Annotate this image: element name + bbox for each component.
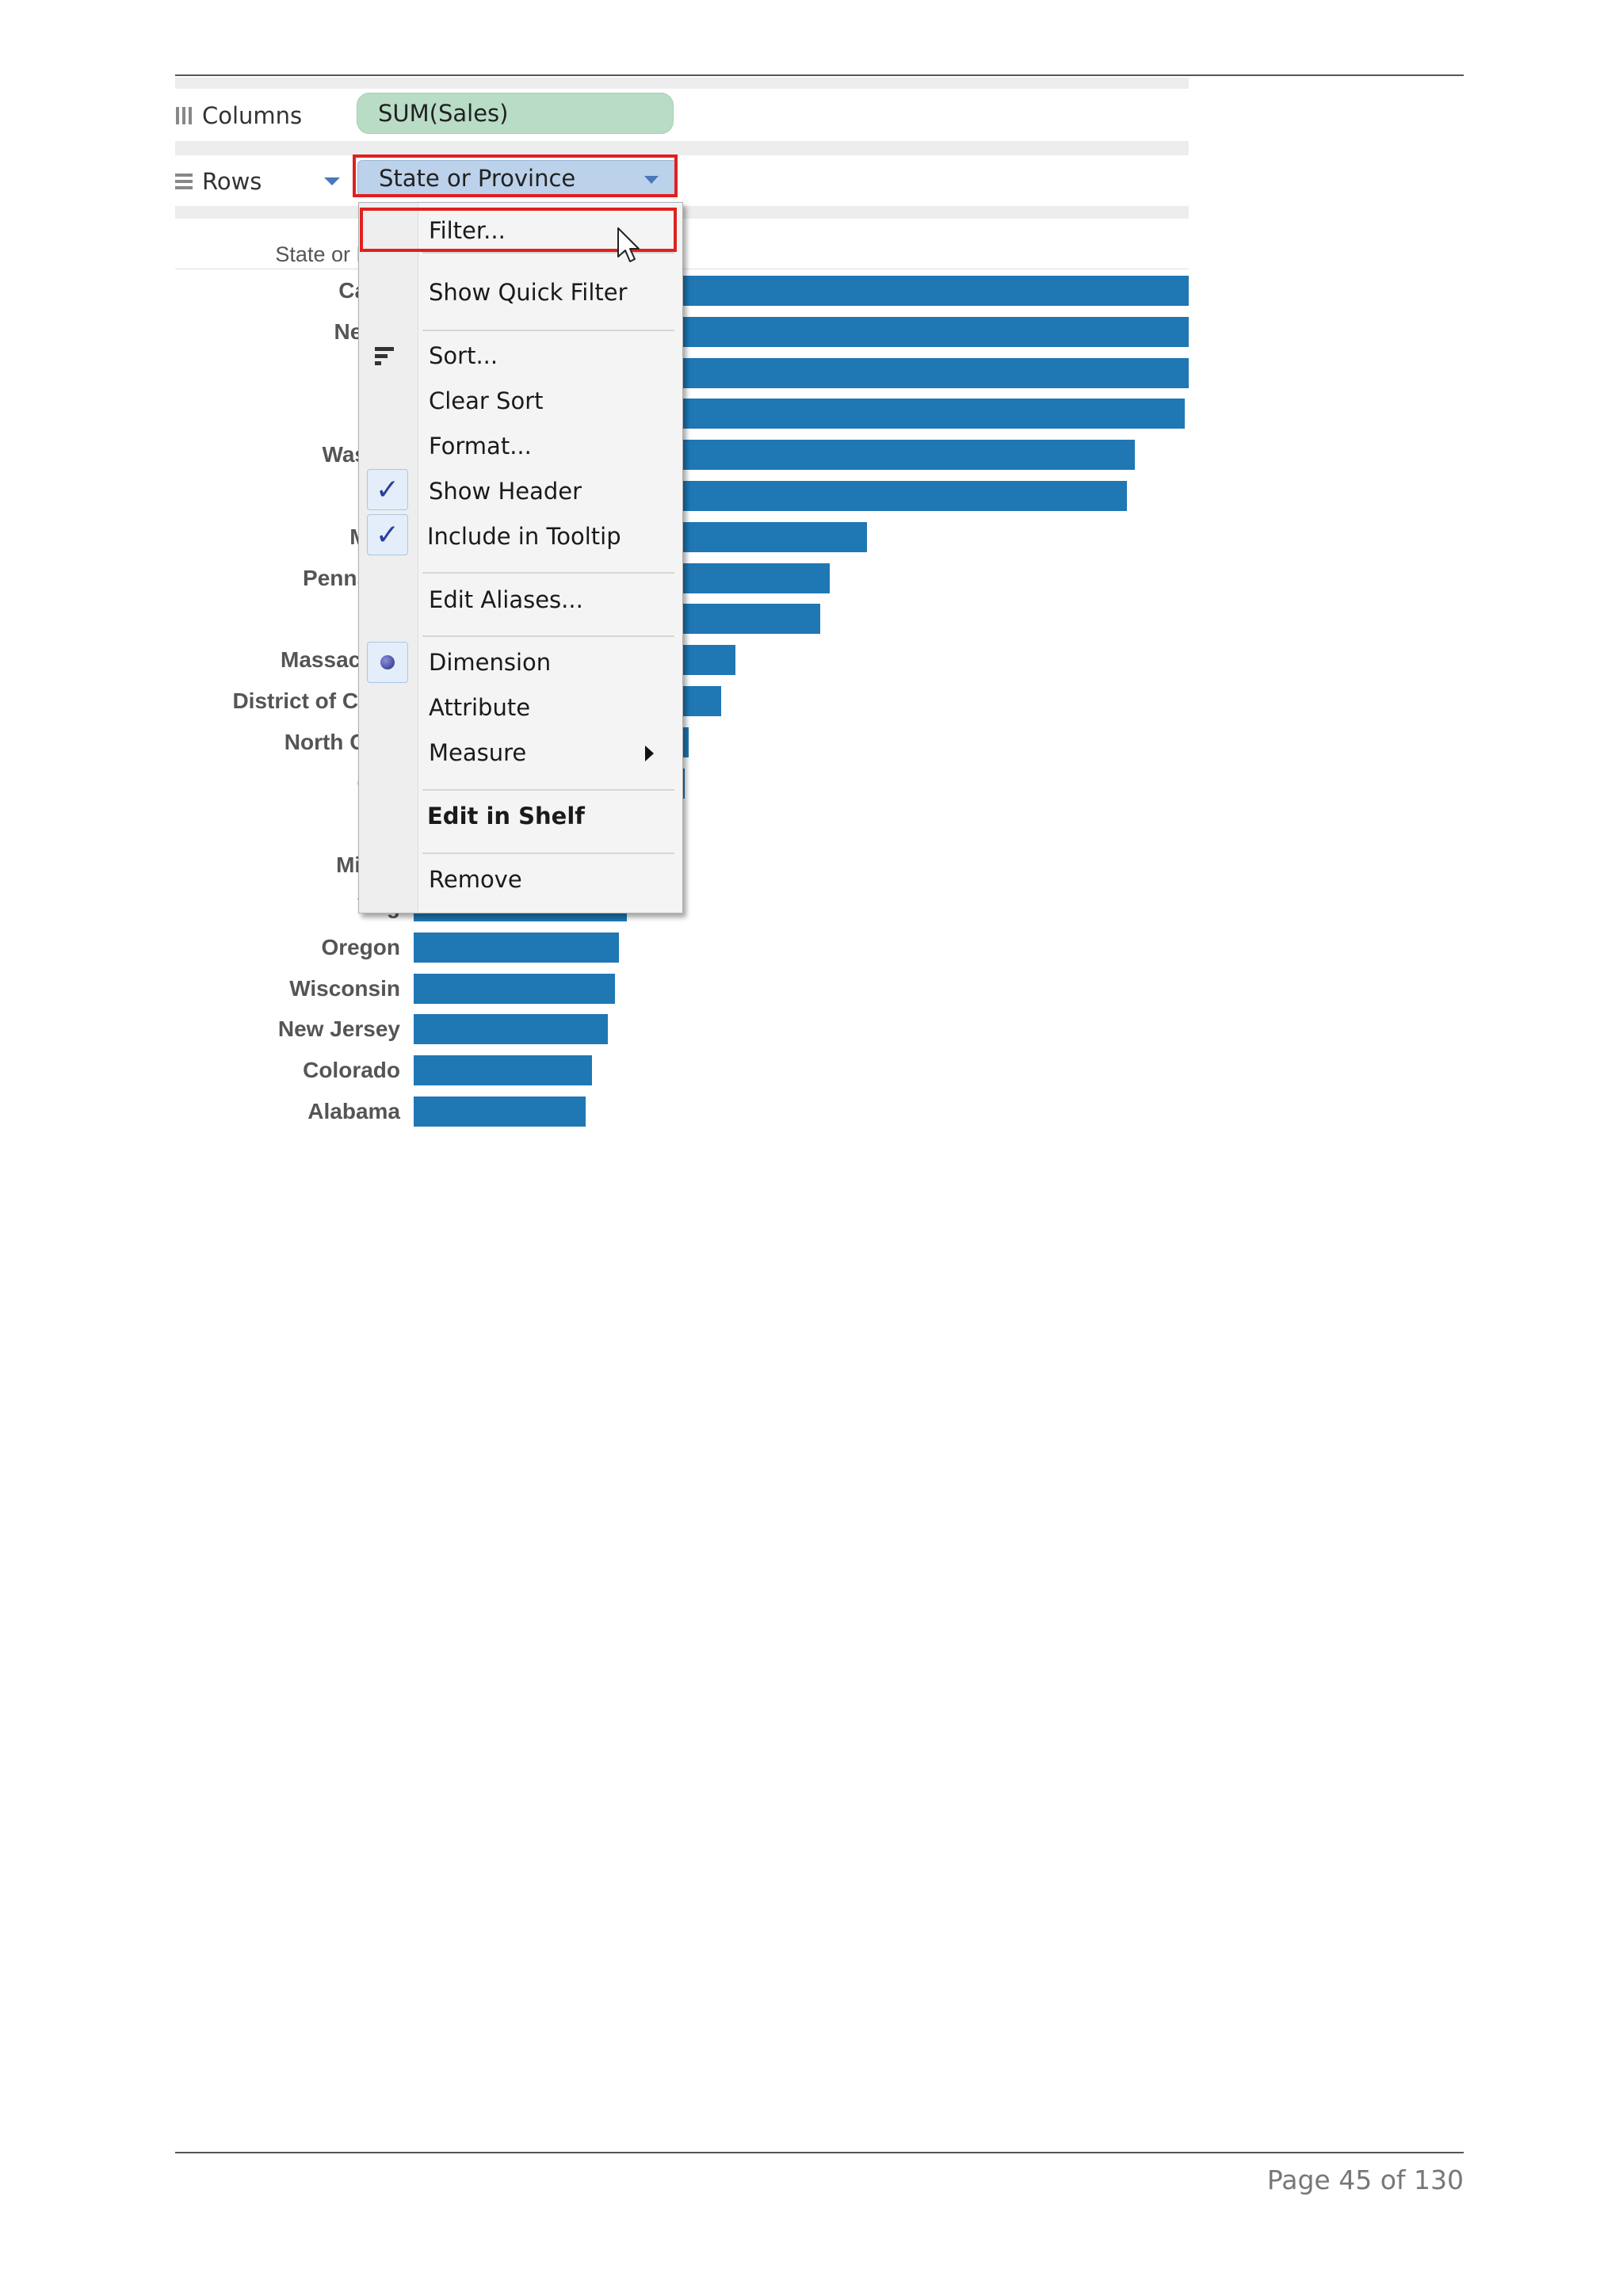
menu-separator [422,330,674,331]
page-bottom-rule [175,2152,1464,2153]
shelf-band-middle [175,141,1189,155]
rows-pill-state-or-province[interactable]: State or Province [357,160,678,196]
bar[interactable] [414,973,616,1004]
menu-separator [422,852,674,854]
menu-item-show-quick-filter[interactable]: Show Quick Filter [429,279,628,306]
check-icon: ✓ [367,514,408,555]
columns-pill-label: SUM(Sales) [378,100,509,127]
menu-separator [422,252,674,254]
menu-item-format[interactable]: Format... [429,433,532,460]
bar[interactable] [414,1055,592,1086]
submenu-arrow-icon [645,746,654,761]
page-number: Page 45 of 130 [1266,2164,1464,2195]
rows-shelf-label: Rows [175,164,262,199]
menu-separator [422,572,674,574]
columns-icon [176,107,192,124]
menu-icon-gutter [359,203,418,913]
menu-item-clear-sort[interactable]: Clear Sort [429,387,544,414]
pill-context-menu: Filter... Show Quick Filter Sort... Clea… [358,202,683,913]
category-label: Wisconsin [289,975,400,1001]
menu-item-sort[interactable]: Sort... [429,342,498,369]
bar[interactable] [414,932,620,963]
menu-item-measure[interactable]: Measure [429,739,527,766]
category-label: Oregon [321,934,400,959]
category-label: Colorado [303,1058,400,1083]
rows-icon [175,174,193,189]
columns-pill-sum-sales[interactable]: SUM(Sales) [357,93,674,134]
menu-item-dimension[interactable]: Dimension [429,649,552,676]
rows-label-text: Rows [202,168,262,195]
bar[interactable] [414,1014,608,1045]
bar[interactable] [414,1097,586,1127]
category-label: New Jersey [277,1016,400,1042]
page-top-rule [175,74,1464,76]
menu-item-remove[interactable]: Remove [429,866,522,893]
columns-label-text: Columns [202,102,303,129]
columns-shelf-label: Columns [175,98,302,133]
radio-selected-icon [367,642,408,683]
rows-pill-label: State or Province [379,165,576,192]
pill-chevron-down-icon[interactable] [643,175,659,185]
menu-item-show-header[interactable]: Show Header [429,478,582,505]
menu-item-filter[interactable]: Filter... [429,217,506,244]
menu-item-include-in-tooltip[interactable]: Include in Tooltip [427,523,621,550]
highlight-rows-pill [353,154,678,197]
menu-separator [422,789,674,791]
sort-icon [375,347,394,368]
rows-chevron-down-icon[interactable] [323,176,341,187]
menu-item-edit-in-shelf[interactable]: Edit in Shelf [427,803,585,830]
category-label: Alabama [307,1099,400,1123]
menu-item-attribute[interactable]: Attribute [429,694,531,721]
mouse-cursor-icon [617,227,640,262]
highlight-filter-item [360,208,677,252]
menu-item-edit-aliases[interactable]: Edit Aliases... [429,586,583,613]
menu-separator [422,635,674,637]
shelf-band-top [175,78,1189,89]
check-icon: ✓ [367,469,408,510]
